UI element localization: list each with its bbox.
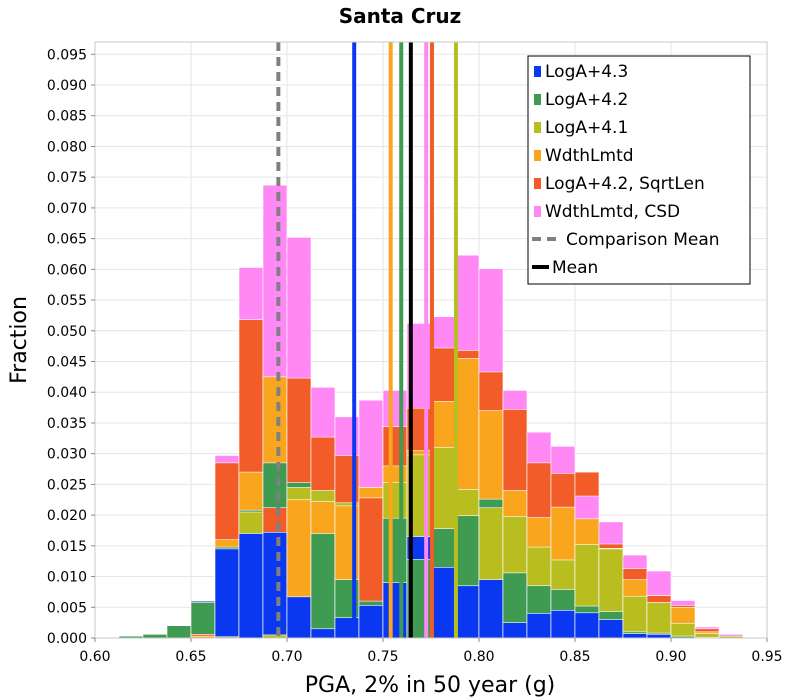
legend-label: LogA+4.2 <box>545 90 628 110</box>
bar-loga-4-3 <box>478 579 504 639</box>
bar-loga-4-3 <box>646 634 672 639</box>
legend: LogA+4.3 LogA+4.2 LogA+4.1 WdthLmtd LogA+4.2… <box>527 55 751 285</box>
legend-swatch <box>534 206 541 217</box>
plot-border <box>94 41 768 639</box>
bar-loga-4-3 <box>214 548 240 639</box>
y-tick-label: 0.015 <box>47 539 87 555</box>
x-axis-title: PGA, 2% in 50 year (g) <box>305 673 556 698</box>
bar-loga-4-3 <box>598 619 624 639</box>
legend-swatch <box>534 122 541 133</box>
x-tick-label: 0.85 <box>559 649 590 665</box>
legend-label: Mean <box>552 258 598 278</box>
y-tick-label: 0.020 <box>47 508 87 524</box>
y-axis-ticks: 0.000 0.005 0.010 0.015 0.020 0.025 0.030 0.035… <box>47 47 95 647</box>
y-tick-label: 0.010 <box>47 570 87 586</box>
y-tick-label: 0.065 <box>47 232 87 248</box>
y-tick-label: 0.085 <box>47 109 87 125</box>
x-axis-ticks: 0.60 0.65 0.70 0.75 0.80 0.85 0.90 0.95 <box>79 638 783 665</box>
legend-label: WdthLmtd, CSD <box>545 202 680 222</box>
legend-item: Mean <box>532 258 598 278</box>
bar-loga-4-3 <box>526 613 552 639</box>
legend-swatch <box>534 178 541 189</box>
legend-item: LogA+4.2, SqrtLen <box>534 174 705 194</box>
bar-loga-4-3 <box>358 605 384 639</box>
y-tick-label: 0.060 <box>47 262 87 278</box>
y-tick-label: 0.025 <box>47 477 87 493</box>
bar-loga-4-3 <box>502 622 528 639</box>
y-tick-label: 0.045 <box>47 355 87 371</box>
x-tick-label: 0.65 <box>175 649 206 665</box>
legend-item: WdthLmtd <box>534 146 634 166</box>
legend-item: LogA+4.3 <box>534 62 628 82</box>
bar-loga-4-2 <box>310 533 336 639</box>
y-tick-label: 0.005 <box>47 600 87 616</box>
bar-loga-4-2 <box>142 634 168 639</box>
y-tick-label: 0.090 <box>47 78 87 94</box>
bar-loga-4-1 <box>670 622 696 639</box>
bar-loga-4-1 <box>646 602 672 639</box>
legend-label: LogA+4.2, SqrtLen <box>545 174 705 194</box>
x-tick-label: 0.60 <box>79 649 110 665</box>
legend-swatch <box>534 94 541 105</box>
x-tick-label: 0.80 <box>463 649 494 665</box>
bar-loga-4-3 <box>310 628 336 639</box>
x-tick-label: 0.75 <box>367 649 398 665</box>
bar-loga-4-3 <box>238 533 264 639</box>
legend-label: LogA+4.1 <box>545 118 628 138</box>
bar-loga-4-3 <box>454 585 480 639</box>
y-tick-label: 0.035 <box>47 416 87 432</box>
x-tick-label: 0.95 <box>751 649 782 665</box>
bar-loga-4-2 <box>190 602 216 639</box>
x-tick-label: 0.90 <box>655 649 686 665</box>
y-tick-label: 0.070 <box>47 201 87 217</box>
bar-loga-4-3 <box>430 567 456 639</box>
y-tick-label: 0.095 <box>47 47 87 63</box>
histogram-bars <box>118 184 744 639</box>
y-tick-label: 0.040 <box>47 385 87 401</box>
legend-item: WdthLmtd, CSD <box>534 202 680 222</box>
y-tick-label: 0.080 <box>47 139 87 155</box>
y-tick-label: 0.055 <box>47 293 87 309</box>
bar-loga-4-3 <box>622 633 648 639</box>
bar-loga-4-3 <box>574 612 600 639</box>
legend-label: WdthLmtd <box>545 146 634 166</box>
legend-label: LogA+4.3 <box>545 62 628 82</box>
bar-loga-4-3 <box>262 532 288 639</box>
bar-loga-4-1 <box>622 595 648 639</box>
y-tick-label: 0.075 <box>47 170 87 186</box>
legend-swatch <box>534 66 541 77</box>
legend-item: LogA+4.1 <box>534 118 628 138</box>
bar-loga-4-3 <box>286 596 312 639</box>
mean-lines <box>276 42 458 638</box>
y-tick-label: 0.000 <box>47 631 87 647</box>
legend-label: Comparison Mean <box>566 230 720 250</box>
legend-item: LogA+4.2 <box>534 90 628 110</box>
y-tick-label: 0.030 <box>47 447 87 463</box>
chart-title: Santa Cruz <box>339 4 462 28</box>
legend-item: Comparison Mean <box>532 230 720 250</box>
legend-box <box>527 55 751 285</box>
y-tick-label: 0.050 <box>47 324 87 340</box>
bar-loga-4-2 <box>166 625 192 639</box>
x-tick-label: 0.70 <box>271 649 302 665</box>
legend-swatch <box>534 150 541 161</box>
y-axis-title: Fraction <box>7 296 32 384</box>
bar-loga-4-3 <box>382 582 408 639</box>
bar-loga-4-3 <box>550 610 576 639</box>
